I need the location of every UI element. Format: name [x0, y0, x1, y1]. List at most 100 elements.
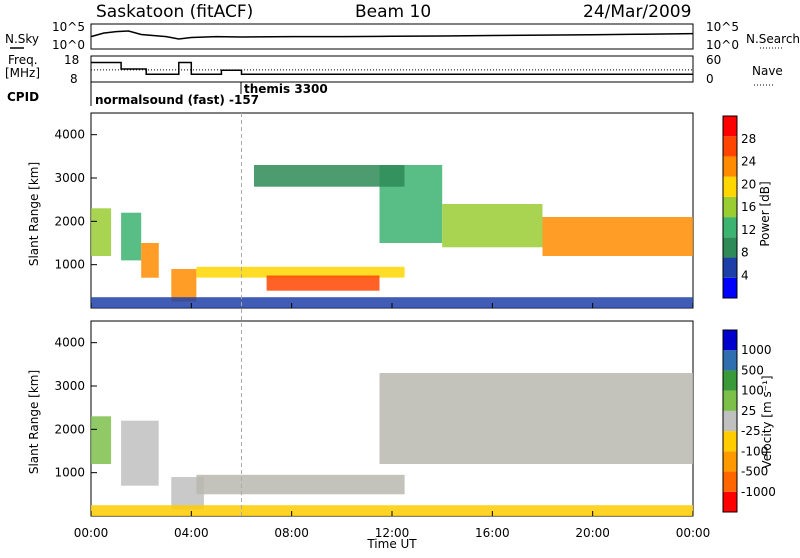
vcb-g-swatch [723, 491, 737, 512]
vcb-g-swatch [723, 410, 737, 432]
freq-panel-frame [90, 55, 694, 83]
noise-left-top-tick: 10^5 [52, 20, 85, 34]
x-tick-label: 00:00 [74, 526, 109, 540]
noise-right-top-tick: 10^5 [706, 20, 739, 34]
velocity-heatmap [91, 373, 693, 516]
pcb-g-tick: 8 [741, 246, 749, 260]
power-g-cell-3 [171, 269, 197, 302]
station-title: Saskatoon (fitACF) [96, 2, 253, 22]
nave-tick-top: 60 [706, 53, 721, 67]
power-g-cell-1 [121, 212, 142, 261]
vel-g-cell-1 [121, 420, 159, 486]
cpid-label: CPID [7, 90, 39, 104]
vel-g-cell-3 [196, 474, 405, 495]
vcb-g-tick: 500 [741, 363, 764, 377]
x-tick-label: 16:00 [475, 526, 510, 540]
y-tick-label: 2000 [54, 214, 85, 228]
beam-title: Beam 10 [355, 2, 431, 22]
y-tick-label: 1000 [54, 466, 85, 480]
power-g-cell-2 [141, 243, 159, 278]
pcb-g-swatch [723, 277, 737, 298]
pcb-g-swatch [723, 217, 737, 238]
x-tick-label: 20:00 [575, 526, 610, 540]
noise-series-0 [90, 30, 694, 40]
pcb-g-tick: 4 [741, 268, 749, 282]
vel-g-cell-5 [91, 505, 693, 516]
vcb-g-tick: -100 [741, 444, 768, 458]
pcb-g-tick: 28 [741, 132, 756, 146]
nave-tick-bottom: 0 [706, 72, 714, 86]
y-tick-label: 2000 [54, 422, 85, 436]
pcb-g-tick: 12 [741, 223, 756, 237]
pcb-g-swatch [723, 136, 737, 157]
freq-series-group [91, 61, 693, 75]
vcb-g-tick: -25 [741, 424, 761, 438]
cpid-mode-2: themis 3300 [244, 82, 328, 96]
power-g-cell-9 [254, 165, 405, 187]
power-g-cell-7 [442, 204, 543, 248]
pcb-g-tick: 16 [741, 200, 756, 214]
date-title: 24/Mar/2009 [583, 2, 691, 22]
freq-tick-top: 18 [64, 53, 79, 67]
pcb-g-swatch [723, 196, 737, 218]
nave-label: Nave [752, 64, 783, 78]
vcb-g-swatch [723, 390, 737, 411]
vel-g-cell-0 [91, 416, 112, 464]
vcb-g-tick: 1000 [741, 343, 772, 357]
power-g-cell-5 [266, 275, 380, 291]
vcb-g-swatch [723, 451, 737, 472]
velocity-colorbar: 1000 500 100 25 -25 -100 -500 -1000 [722, 329, 776, 513]
y-tick-label: 4000 [54, 128, 85, 142]
pcb-g-tick: 20 [741, 177, 756, 191]
pcb-g-swatch [723, 257, 737, 278]
vcb-g-frame [722, 329, 738, 513]
power-colorbar-label: Power [dB] [758, 181, 772, 246]
power-g-cell-4 [196, 266, 405, 278]
vcb-g-tick: 100 [741, 384, 764, 398]
x-tick-label: 12:00 [375, 526, 410, 540]
power-heatmap [91, 165, 693, 308]
cpid-mode-1: normalsound (fast) -157 [95, 93, 259, 107]
vel-g-cell-4 [379, 373, 693, 464]
y-tick-label: 3000 [54, 171, 85, 185]
y-tick-label: 3000 [54, 379, 85, 393]
vcb-g-tick: -500 [741, 465, 768, 479]
pcb-g-tick: 24 [741, 155, 756, 169]
noise-series-group [90, 30, 694, 50]
power-g-cell-10 [91, 297, 693, 308]
nsearch-label: N.Search [746, 32, 800, 46]
velocity-colorbar-label: Velocity [m s⁻¹] [760, 375, 774, 468]
vcb-g-tick: -1000 [741, 485, 776, 499]
x-tick-label: 00:00 [676, 526, 711, 540]
pcb-g-swatch [723, 116, 737, 137]
noise-left-bottom-tick: 10^0 [52, 38, 85, 52]
vcb-g-swatch [723, 330, 737, 351]
x-tick-label: 08:00 [274, 526, 309, 540]
pcb-g-swatch [723, 156, 737, 177]
power-y-label: Slant Range [km] [27, 162, 41, 266]
noise-right-bottom-tick: 10^0 [706, 38, 739, 52]
y-tick-label: 1000 [54, 258, 85, 272]
vcb-g-swatch [723, 370, 737, 391]
x-tick-label: 04:00 [174, 526, 209, 540]
freq-label: Freq. [8, 53, 38, 67]
freq-tick-bottom: 8 [70, 72, 78, 86]
velocity-y-label: Slant Range [km] [27, 370, 41, 474]
x-axis-label: Time UT [366, 537, 417, 551]
axis-ticks: 00:00 04:00 08:00 12:00 16:00 20:00 00:00 4000 3… [54, 113, 710, 540]
nsky-label: N.Sky [5, 32, 39, 46]
vcb-g-tick: 25 [741, 404, 756, 418]
power-g-cell-0 [91, 208, 112, 256]
pcb-g-swatch [723, 237, 737, 258]
power-colorbar: 28 24 20 16 12 8 4 [722, 115, 756, 299]
freq-series-0 [91, 61, 693, 75]
y-tick-label: 4000 [54, 336, 85, 350]
pcb-g-frame [722, 115, 738, 299]
power-g-cell-8 [542, 217, 693, 256]
vcb-g-swatch [723, 350, 737, 371]
vcb-g-swatch [723, 471, 737, 492]
vcb-g-swatch [723, 431, 737, 452]
freq-unit-label: [MHz] [5, 66, 40, 80]
